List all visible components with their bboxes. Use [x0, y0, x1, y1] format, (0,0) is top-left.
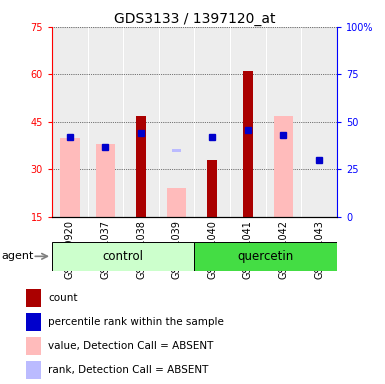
Bar [230, 27, 266, 217]
Bar [95, 144, 115, 217]
Bar [243, 71, 253, 217]
Bar [88, 27, 123, 217]
Bar [301, 27, 337, 217]
Bar [27, 337, 41, 355]
Text: quercetin: quercetin [238, 250, 294, 263]
Bar [167, 189, 186, 217]
Bar [136, 116, 146, 217]
Bar [27, 289, 41, 307]
Bar [172, 149, 181, 152]
Text: percentile rank within the sample: percentile rank within the sample [48, 317, 224, 327]
Title: GDS3133 / 1397120_at: GDS3133 / 1397120_at [114, 12, 275, 26]
Bar [27, 361, 41, 379]
Bar [207, 160, 217, 217]
Text: rank, Detection Call = ABSENT: rank, Detection Call = ABSENT [48, 365, 208, 375]
Bar [60, 138, 80, 217]
Bar [52, 242, 194, 271]
Text: value, Detection Call = ABSENT: value, Detection Call = ABSENT [48, 341, 213, 351]
Bar [194, 242, 337, 271]
Text: agent: agent [2, 251, 34, 262]
Bar [159, 27, 194, 217]
Bar [194, 27, 230, 217]
Bar [27, 313, 41, 331]
Bar [52, 27, 88, 217]
Bar [274, 116, 293, 217]
Text: count: count [48, 293, 77, 303]
Text: control: control [103, 250, 144, 263]
Bar [266, 27, 301, 217]
Bar [123, 27, 159, 217]
